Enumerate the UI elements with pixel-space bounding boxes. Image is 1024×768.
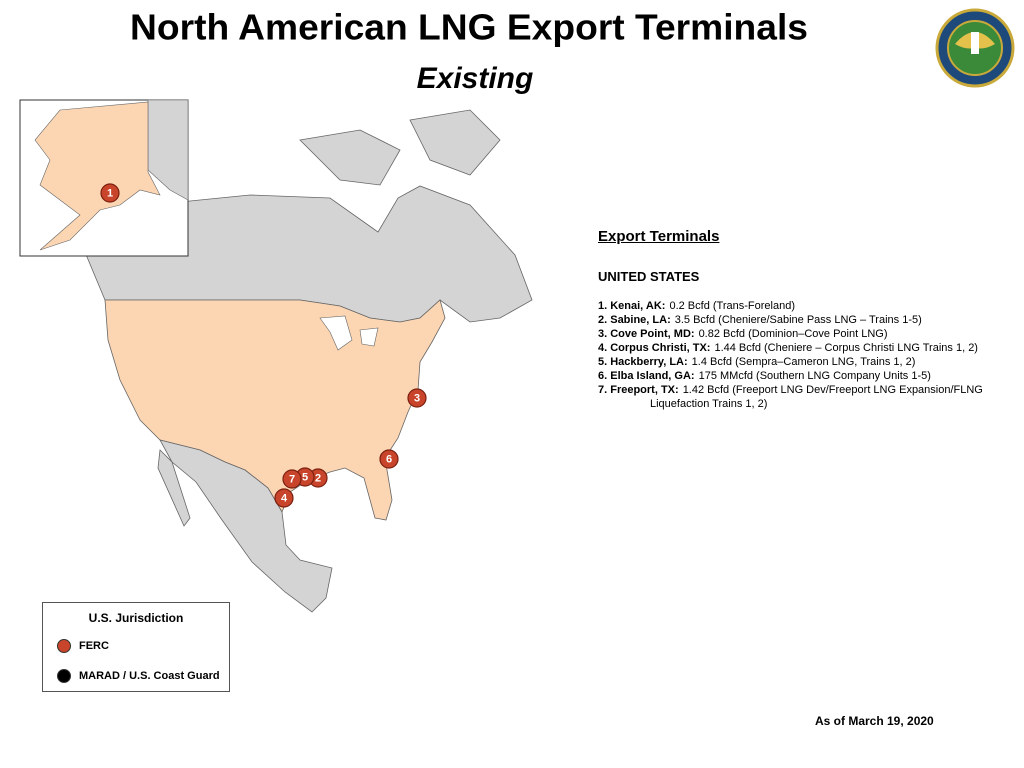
terminal-detail: 1.44 Bcfd (Cheniere – Corpus Christi LNG… — [714, 342, 978, 354]
terminal-detail: 0.2 Bcfd (Trans-Foreland) — [669, 300, 795, 312]
legend-swatch — [57, 669, 71, 683]
terminal-marker — [274, 488, 294, 508]
legend: U.S. Jurisdiction FERC MARAD / U.S. Coas… — [42, 602, 230, 692]
legend-item: MARAD / U.S. Coast Guard — [57, 669, 220, 683]
terminal-name: 6. Elba Island, GA: — [598, 370, 695, 382]
legend-label: MARAD / U.S. Coast Guard — [79, 670, 220, 682]
terminal-detail: 1.4 Bcfd (Sempra–Cameron LNG, Trains 1, … — [691, 356, 916, 368]
legend-label: FERC — [79, 640, 109, 652]
marker-label: 3 — [414, 392, 420, 404]
subtitle: Existing — [417, 62, 534, 95]
terminal-detail: 1.42 Bcfd (Freeport LNG Dev/Freeport LNG… — [650, 384, 983, 410]
terminal-marker — [379, 449, 399, 469]
terminal-entry: 6. Elba Island, GA: 175 MMcfd (Southern L… — [598, 369, 1018, 383]
logo — [935, 8, 1015, 88]
marker-label: 7 — [289, 473, 295, 485]
marker-label: 6 — [386, 453, 392, 465]
country-heading: UNITED STATES — [598, 269, 700, 284]
terminal-detail: 3.5 Bcfd (Cheniere/Sabine Pass LNG – Tra… — [674, 314, 922, 326]
marker-label: 2 — [315, 472, 321, 484]
united-states — [104, 299, 446, 521]
marker-label: 4 — [281, 492, 288, 504]
terminal-detail: 0.82 Bcfd (Dominion–Cove Point LNG) — [698, 328, 888, 340]
terminal-list: 1. Kenai, AK: 0.2 Bcfd (Trans-Foreland) 2.… — [598, 299, 1018, 411]
date-note: As of March 19, 2020 — [815, 714, 934, 728]
marker-label: 1 — [107, 187, 113, 199]
legend-title: U.S. Jurisdiction — [88, 611, 184, 625]
terminal-name: 7. Freeport, TX: — [598, 384, 679, 396]
terminal-entry: 5. Hackberry, LA: 1.4 Bcfd (Sempra–Camero… — [598, 355, 1018, 369]
terminal-entry: 1. Kenai, AK: 0.2 Bcfd (Trans-Foreland) — [598, 299, 1018, 313]
legend-item: FERC — [57, 639, 109, 653]
markers: 1 2 3 4 5 6 7 — [100, 183, 427, 508]
legend-swatch — [57, 639, 71, 653]
terminal-panel: Export Terminals UNITED STATES 1. Kenai,… — [598, 228, 1018, 411]
terminal-entry: 7. Freeport, TX: 1.42 Bcfd (Freeport LNG … — [598, 383, 1018, 411]
title: North American LNG Export Terminals — [130, 7, 808, 48]
terminal-name: 1. Kenai, AK: — [598, 300, 666, 312]
terminal-entry: 3. Cove Point, MD: 0.82 Bcfd (Dominion–Co… — [598, 327, 1018, 341]
panel-heading: Export Terminals — [598, 228, 720, 245]
alaska-inset — [19, 99, 189, 257]
terminal-detail: 175 MMcfd (Southern LNG Company Units 1-… — [698, 370, 931, 382]
terminal-marker — [407, 388, 427, 408]
terminal-entry: 2. Sabine, LA: 3.5 Bcfd (Cheniere/Sabine … — [598, 313, 1018, 327]
marker-label: 5 — [302, 471, 308, 483]
terminal-name: 2. Sabine, LA: — [598, 314, 671, 326]
terminal-marker — [100, 183, 120, 203]
terminal-name: 4. Corpus Christi, TX: — [598, 342, 711, 354]
terminal-name: 3. Cove Point, MD: — [598, 328, 695, 340]
mexico — [157, 439, 333, 613]
terminal-name: 5. Hackberry, LA: — [598, 356, 688, 368]
terminal-entry: 4. Corpus Christi, TX: 1.44 Bcfd (Chenier… — [598, 341, 1018, 355]
terminal-marker — [282, 469, 302, 489]
